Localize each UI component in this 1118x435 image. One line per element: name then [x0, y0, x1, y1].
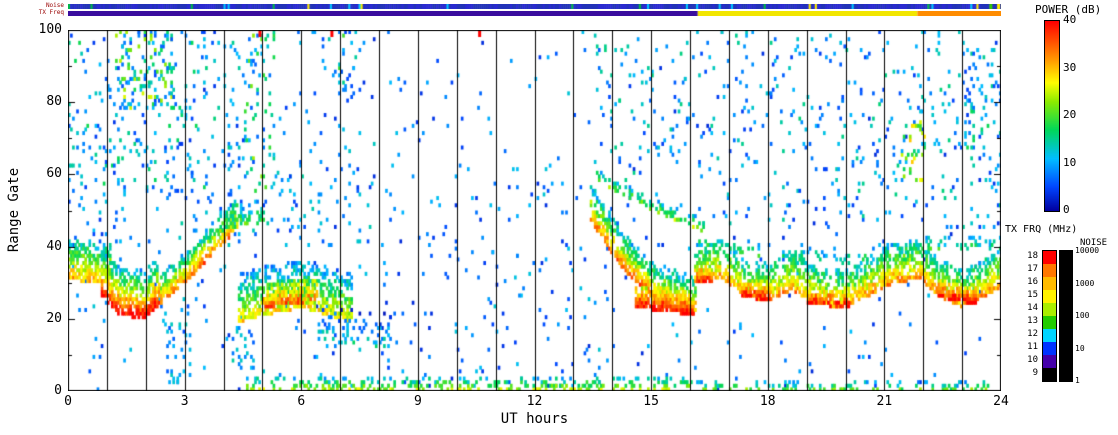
noise-colorbar-title: NOISE [1080, 238, 1108, 248]
y-tick-label: 60 [46, 166, 62, 182]
noise-tick-label: 10 [1075, 343, 1085, 353]
x-tick-label: 9 [413, 394, 422, 409]
txfrq-color-block [1043, 368, 1056, 381]
x-tick-label: 15 [643, 394, 659, 409]
txfrq-color-block [1043, 316, 1056, 329]
noise-tick-label: 100 [1075, 311, 1090, 320]
x-tick-label: 6 [297, 394, 306, 409]
power-colorbar-title: POWER (dB) [1035, 3, 1102, 16]
x-axis-title: UT hours [500, 411, 569, 427]
txfrq-color-block [1043, 355, 1056, 368]
x-tick-label: 21 [876, 394, 893, 409]
txfrq-tick-label: 18 [1027, 251, 1038, 261]
x-tick-label: 0 [64, 394, 72, 409]
noise-strip-label: Noise [45, 2, 64, 9]
txfrq-colorbar [1042, 250, 1057, 382]
y-tick-label: 40 [46, 238, 62, 254]
txfreq-strip-canvas [68, 11, 1001, 16]
txfrq-colorbar-title: TX FRQ (MHz) [1005, 224, 1078, 235]
txfrq-color-block [1043, 290, 1056, 303]
noise-strip-canvas [68, 4, 1001, 9]
txfrq-color-block [1043, 329, 1056, 342]
x-tick-label: 18 [759, 394, 776, 409]
txfrq-color-block [1043, 277, 1056, 290]
rti-plot-canvas [68, 30, 1001, 391]
txfrq-color-block [1043, 342, 1056, 355]
power-colorbar [1044, 20, 1060, 212]
power-tick-label: 30 [1063, 60, 1077, 74]
noise-tick-label: 1000 [1075, 278, 1095, 288]
noise-tick-label: 1 [1075, 376, 1080, 385]
noise-colorbar [1059, 250, 1073, 382]
txfrq-tick-label: 17 [1027, 264, 1038, 274]
y-tick-label: 0 [54, 383, 62, 398]
txfrq-tick-label: 12 [1027, 329, 1038, 339]
txfrq-tick-label: 9 [1032, 368, 1038, 378]
x-tick-label: 12 [526, 394, 543, 409]
txfrq-tick-label: 16 [1027, 277, 1038, 287]
x-tick-label: 3 [180, 394, 189, 409]
x-tick-label: 24 [993, 394, 1009, 409]
y-axis-title: Range Gate [6, 167, 22, 253]
power-tick-label: 10 [1063, 155, 1077, 169]
txfrq-tick-label: 11 [1027, 342, 1038, 352]
y-tick-label: 100 [38, 22, 62, 37]
txfrq-color-block [1043, 251, 1056, 264]
y-tick-label: 80 [46, 94, 62, 110]
power-tick-label: 40 [1063, 13, 1077, 26]
txfrq-tick-label: 13 [1027, 316, 1038, 326]
txfrq-tick-label: 14 [1027, 303, 1038, 313]
txfrq-tick-label: 10 [1027, 355, 1038, 365]
power-tick-label: 0 [1063, 203, 1070, 216]
y-tick-label: 20 [46, 310, 62, 326]
noise-tick-label: 10000 [1075, 246, 1100, 255]
txfreq-strip-label: TX Freq [38, 9, 64, 16]
txfrq-tick-label: 15 [1027, 290, 1038, 300]
txfrq-color-block [1043, 264, 1056, 277]
txfrq-color-block [1043, 303, 1056, 316]
power-tick-label: 20 [1063, 108, 1077, 121]
